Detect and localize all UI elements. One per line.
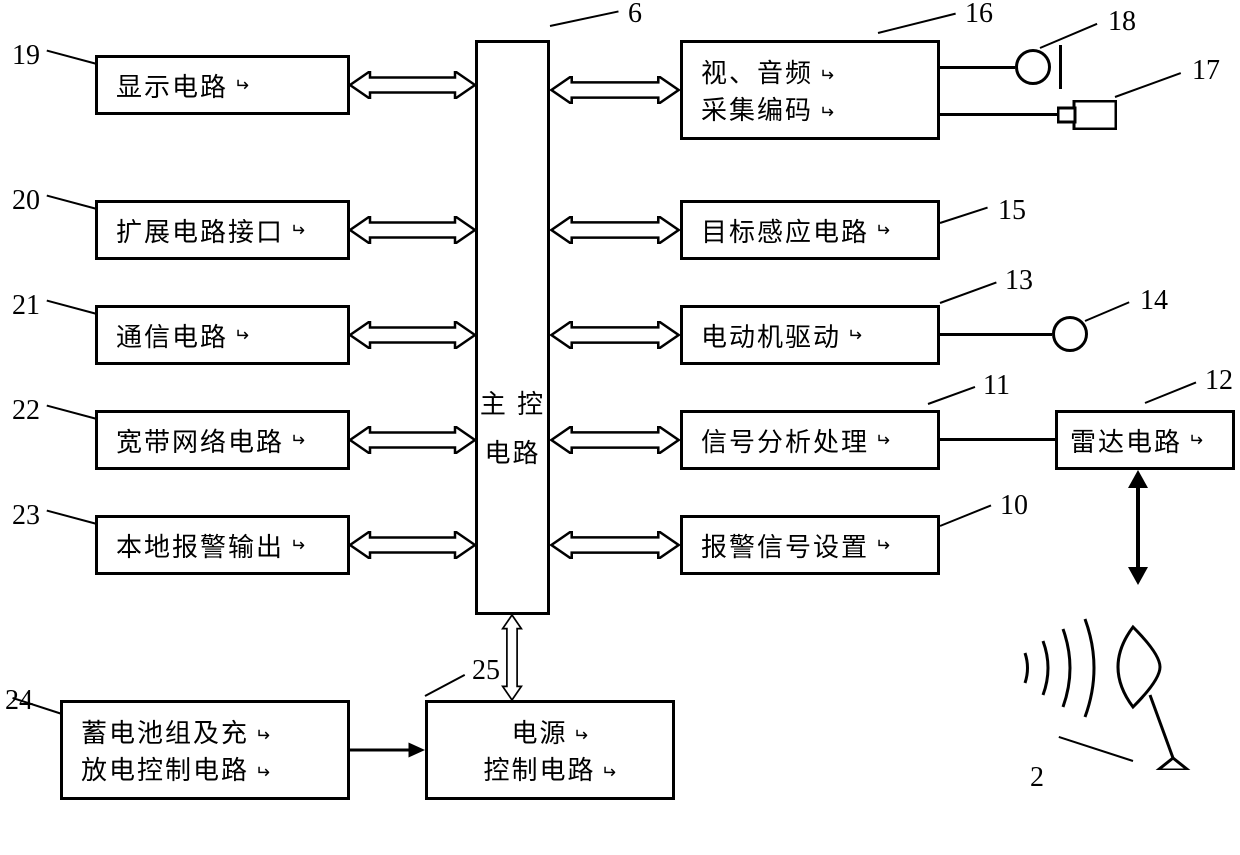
av-encode-label-1: 视、音频 — [701, 58, 813, 88]
ref-label-21: 21 — [12, 290, 40, 322]
arrow-left-23 — [350, 531, 475, 559]
leader-11 — [928, 386, 976, 405]
motor-drive-label: 电动机驱动 — [701, 317, 841, 354]
arrow-right-10 — [550, 531, 680, 559]
conn-avenc-cam — [940, 113, 1057, 116]
arrow-left-21 — [350, 321, 475, 349]
leader-22 — [47, 405, 98, 420]
alarm-setting-block: 报警信号设置↵ — [680, 515, 940, 575]
leader-10 — [940, 504, 992, 526]
target-sensing-label: 目标感应电路 — [701, 212, 869, 249]
leader-18 — [1040, 23, 1098, 49]
main-controller-block: 主 控 电路 — [475, 40, 550, 615]
ref-label-15: 15 — [998, 195, 1026, 227]
battery-label-1: 蓄电池组及充 — [81, 718, 249, 748]
main-controller-label-1: 主 控 — [480, 384, 545, 421]
mic-bar — [1059, 45, 1062, 89]
ref-label-16: 16 — [965, 0, 993, 30]
broadband-label: 宽带网络电路 — [116, 422, 284, 459]
leader-20 — [47, 195, 98, 210]
arrow-left-19 — [350, 71, 475, 99]
target-sensing-block: 目标感应电路↵ — [680, 200, 940, 260]
conn-avenc-mic — [940, 66, 1015, 69]
arrow-right-16 — [550, 76, 680, 104]
signal-analysis-block: 信号分析处理↵ — [680, 410, 940, 470]
arrow-radar-antenna — [1128, 470, 1148, 585]
arrow-right-15 — [550, 216, 680, 244]
antenna-icon — [1005, 595, 1215, 770]
radar-circuit-block: 雷达电路↵ — [1055, 410, 1235, 470]
ref-label-11: 11 — [983, 370, 1010, 402]
psu-label-2: 控制电路 — [483, 755, 595, 785]
local-alarm-block: 本地报警输出↵ — [95, 515, 350, 575]
alarm-setting-label: 报警信号设置 — [701, 527, 869, 564]
leader-19 — [47, 50, 98, 65]
conn-motor-out — [940, 333, 1052, 336]
leader-16 — [878, 13, 956, 34]
ref-label-12: 12 — [1205, 365, 1233, 397]
battery-label-2: 放电控制电路 — [81, 755, 249, 785]
local-alarm-label: 本地报警输出 — [116, 527, 284, 564]
ref-label-25: 25 — [472, 655, 500, 687]
leader-17 — [1115, 72, 1181, 98]
ref-label-13: 13 — [1005, 265, 1033, 297]
camera-icon — [1057, 100, 1117, 130]
ref-label-17: 17 — [1192, 55, 1220, 87]
ref-label-24: 24 — [5, 685, 33, 717]
leader-14 — [1085, 301, 1130, 322]
av-encode-label-2: 采集编码 — [701, 95, 813, 125]
comm-circuit-block: 通信电路↵ — [95, 305, 350, 365]
arrow-battery-psu — [350, 741, 425, 759]
arrow-left-22 — [350, 426, 475, 454]
arrow-right-13 — [550, 321, 680, 349]
display-circuit-label: 显示电路 — [116, 67, 228, 104]
ref-label-6: 6 — [628, 0, 642, 30]
ref-label-20: 20 — [12, 185, 40, 217]
av-encode-block: 视、音频↵ 采集编码↵ — [680, 40, 940, 140]
battery-block: 蓄电池组及充↵ 放电控制电路↵ — [60, 700, 350, 800]
ref-label-23: 23 — [12, 500, 40, 532]
signal-analysis-label: 信号分析处理 — [701, 422, 869, 459]
leader-15 — [940, 207, 988, 224]
broadband-block: 宽带网络电路↵ — [95, 410, 350, 470]
leader-13 — [940, 282, 997, 304]
comm-circuit-label: 通信电路 — [116, 317, 228, 354]
display-circuit-block: 显示电路↵ — [95, 55, 350, 115]
leader-6 — [550, 10, 619, 27]
ext-interface-block: 扩展电路接口↵ — [95, 200, 350, 260]
arrow-right-11 — [550, 426, 680, 454]
leader-23 — [47, 510, 98, 525]
ref-label-2: 2 — [1030, 762, 1044, 794]
motor-drive-block: 电动机驱动↵ — [680, 305, 940, 365]
psu-block: 电源↵ 控制电路↵ — [425, 700, 675, 800]
conn-signal-radar — [940, 438, 1055, 441]
arrow-main-psu — [498, 615, 526, 700]
ref-label-19: 19 — [12, 40, 40, 72]
ext-interface-label: 扩展电路接口 — [116, 212, 284, 249]
microphone-icon — [1015, 49, 1051, 85]
leader-21 — [47, 300, 98, 315]
main-controller-label-2: 电路 — [484, 433, 540, 470]
ref-label-18: 18 — [1108, 6, 1136, 38]
motor-output-icon — [1052, 316, 1088, 352]
radar-circuit-label: 雷达电路 — [1070, 422, 1182, 459]
leader-25 — [425, 674, 466, 697]
ref-label-10: 10 — [1000, 490, 1028, 522]
psu-label-1: 电源 — [511, 718, 567, 748]
ref-label-22: 22 — [12, 395, 40, 427]
ref-label-14: 14 — [1140, 285, 1168, 317]
arrow-left-20 — [350, 216, 475, 244]
leader-12 — [1145, 381, 1197, 403]
